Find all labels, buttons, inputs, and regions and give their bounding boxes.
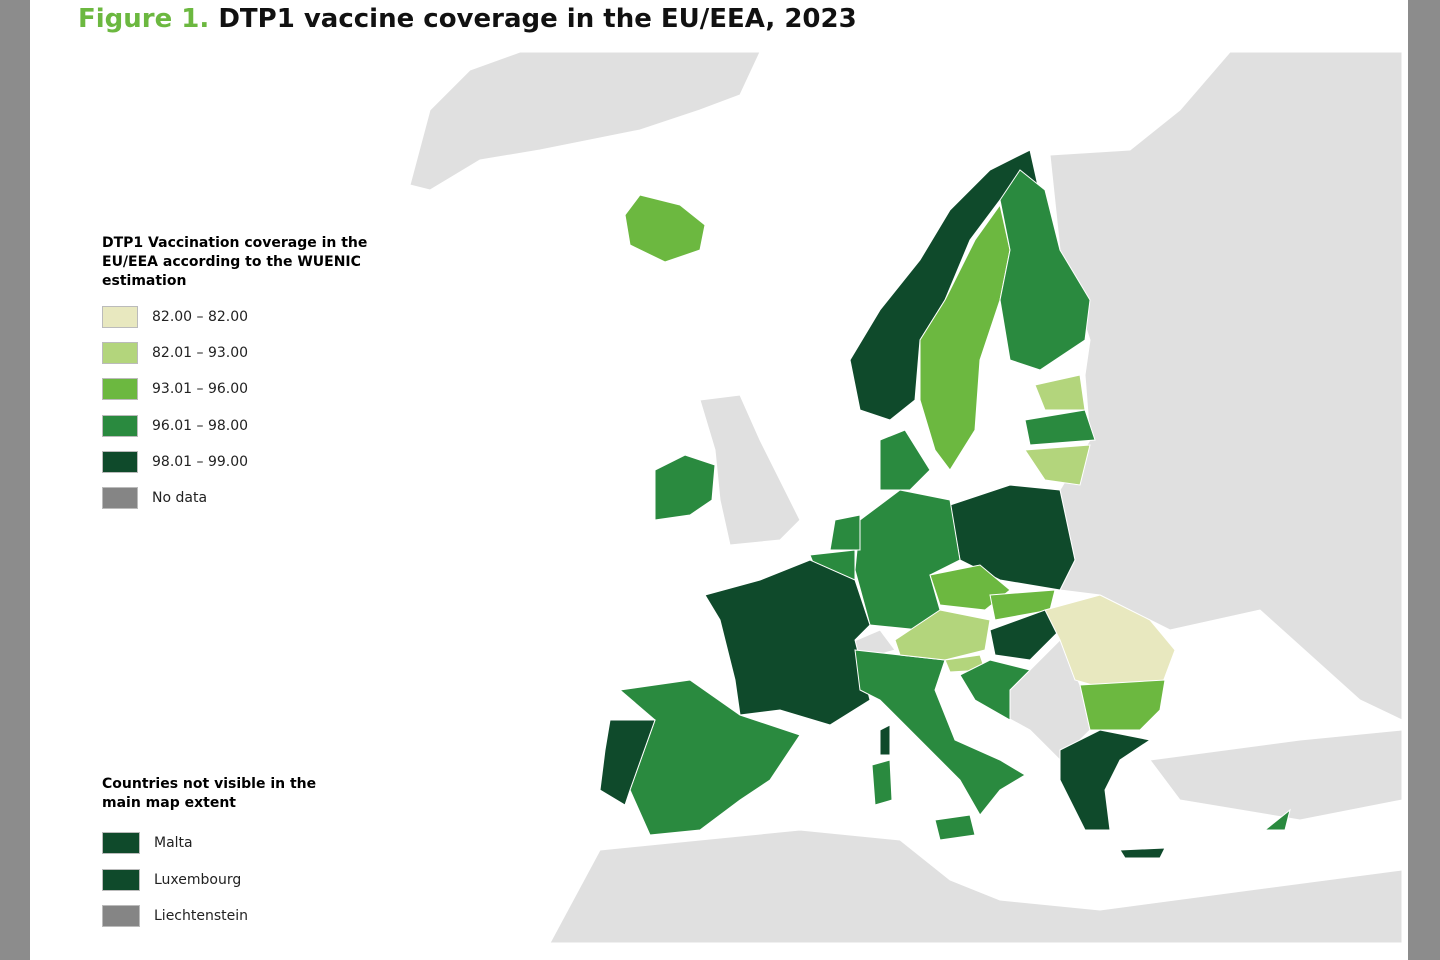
legend-swatch [102, 342, 138, 365]
country [879, 429, 931, 491]
legend-swatch [102, 487, 138, 510]
legend-label: 96.01 – 98.00 [152, 417, 249, 434]
country [854, 489, 961, 631]
legend-swatch [102, 832, 140, 855]
title-text: DTP1 vaccine coverage in the EU/EEA, 202… [218, 4, 857, 34]
country [959, 659, 1031, 721]
small-countries-title: Countries not visible in the main map ex… [102, 776, 317, 811]
country [599, 719, 656, 806]
land [699, 394, 801, 546]
country [1079, 679, 1166, 731]
legend-swatch [102, 450, 138, 473]
legend-swatch [102, 414, 138, 437]
country [871, 759, 893, 806]
legend-label: Liechtenstein [154, 908, 249, 925]
country [989, 609, 1061, 661]
figure-number: Figure 1. [78, 4, 210, 34]
map [400, 51, 1403, 944]
country [1263, 808, 1291, 831]
land [1149, 729, 1403, 821]
country [1024, 444, 1091, 486]
legend-item: 93.01 – 96.00 [102, 371, 382, 407]
legend-swatch [102, 306, 138, 329]
legend-item: 98.01 – 99.00 [102, 444, 382, 480]
country [1119, 847, 1166, 859]
legend-item: Luxembourg [102, 862, 322, 899]
legend-label: 82.01 – 93.00 [152, 345, 249, 362]
small-items: Malta Luxembourg Liechtenstein [102, 825, 322, 935]
background-land [409, 51, 1403, 944]
land [409, 51, 761, 191]
legend-label: Malta [154, 835, 193, 852]
country [894, 609, 991, 661]
legend-label: 98.01 – 99.00 [152, 453, 249, 470]
country [829, 514, 861, 551]
country [919, 203, 1011, 471]
country [854, 649, 1026, 816]
country [624, 194, 706, 263]
legend: DTP1 Vaccination coverage in the EU/EEA … [102, 234, 382, 516]
legend-item: Liechtenstein [102, 898, 322, 935]
legend-swatch [102, 868, 140, 891]
country [949, 484, 1076, 591]
legend-item: 96.01 – 98.00 [102, 408, 382, 444]
legend-items: 82.00 – 82.00 82.01 – 93.00 93.01 – 96.00 9… [102, 299, 382, 516]
legend-label: No data [152, 490, 208, 507]
legend-label: Luxembourg [154, 871, 242, 888]
country [999, 169, 1091, 371]
country [934, 814, 976, 841]
page: Figure 1. DTP1 vaccine coverage in the E… [30, 0, 1408, 960]
legend-item: 82.01 – 93.00 [102, 335, 382, 371]
country [654, 454, 716, 521]
country [1059, 729, 1152, 831]
legend-swatch [102, 905, 140, 928]
legend-label: 82.00 – 82.00 [152, 309, 249, 326]
countries [599, 149, 1291, 859]
country [879, 724, 891, 756]
legend-item: 82.00 – 82.00 [102, 299, 382, 335]
legend-label: 93.01 – 96.00 [152, 381, 249, 398]
legend-swatch [102, 378, 138, 401]
legend-title: DTP1 Vaccination coverage in the EU/EEA … [102, 235, 368, 289]
title: Figure 1. DTP1 vaccine coverage in the E… [78, 4, 857, 34]
small-countries: Countries not visible in the main map ex… [102, 775, 322, 935]
country [704, 559, 871, 726]
country [1024, 409, 1096, 446]
land [549, 829, 1403, 944]
legend-item: Malta [102, 825, 322, 862]
legend-item: No data [102, 480, 382, 516]
